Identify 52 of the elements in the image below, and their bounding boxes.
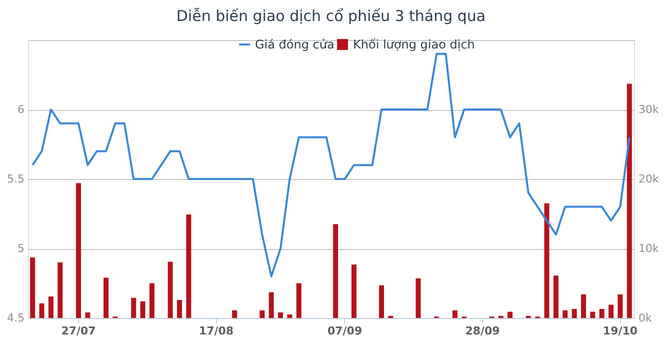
bar — [599, 308, 604, 318]
bar — [287, 314, 292, 318]
bar — [260, 310, 265, 318]
bar — [278, 312, 283, 318]
bar — [581, 294, 586, 318]
x-tick-label: 28/09 — [465, 324, 500, 338]
bar — [186, 214, 192, 318]
bar — [85, 312, 90, 318]
bar — [416, 278, 421, 318]
bar — [76, 183, 81, 318]
bar — [452, 310, 458, 318]
bar — [131, 298, 136, 318]
bar — [351, 264, 356, 318]
bar — [58, 262, 63, 318]
y2-tick-label: 20k — [638, 172, 660, 186]
y2-tick-label: 30k — [638, 103, 660, 116]
bar — [608, 304, 614, 318]
x-tick-label: 27/07 — [61, 324, 96, 338]
bar — [508, 312, 513, 318]
bar — [562, 310, 568, 318]
bar — [149, 283, 154, 318]
y-tick-label: 6 — [18, 103, 24, 116]
bar — [572, 308, 577, 318]
bar — [268, 292, 274, 318]
legend-label: Giá đóng cửa — [255, 38, 334, 52]
y2-tick-label: 10k — [638, 242, 660, 255]
legend-label: Khối lượng giao dịch — [353, 38, 475, 52]
bar — [296, 283, 302, 318]
y2-tick-label: 0k — [638, 312, 652, 324]
bar — [590, 312, 596, 318]
x-tick-label: 19/10 — [602, 324, 638, 338]
x-tick-label: 17/08 — [198, 324, 234, 338]
bar — [553, 276, 558, 318]
bar — [39, 303, 44, 318]
bar — [618, 294, 623, 318]
y-tick-label: 5 — [18, 242, 24, 255]
bar — [140, 301, 146, 318]
y-tick-label: 4.5 — [7, 312, 24, 324]
bar — [104, 278, 109, 318]
bar — [48, 296, 54, 318]
bar — [544, 203, 550, 318]
bar — [30, 258, 36, 318]
bar — [232, 310, 238, 318]
bar — [379, 285, 384, 318]
bar — [177, 300, 182, 318]
chart-title: Diễn biến giao dịch cổ phiếu 3 tháng qua — [176, 7, 486, 25]
bar — [333, 224, 338, 318]
line-series — [32, 52, 630, 278]
y-tick-label: 5.5 — [7, 172, 24, 186]
bar — [626, 84, 632, 318]
bar — [168, 262, 173, 318]
x-tick-label: 07/09 — [327, 324, 362, 338]
